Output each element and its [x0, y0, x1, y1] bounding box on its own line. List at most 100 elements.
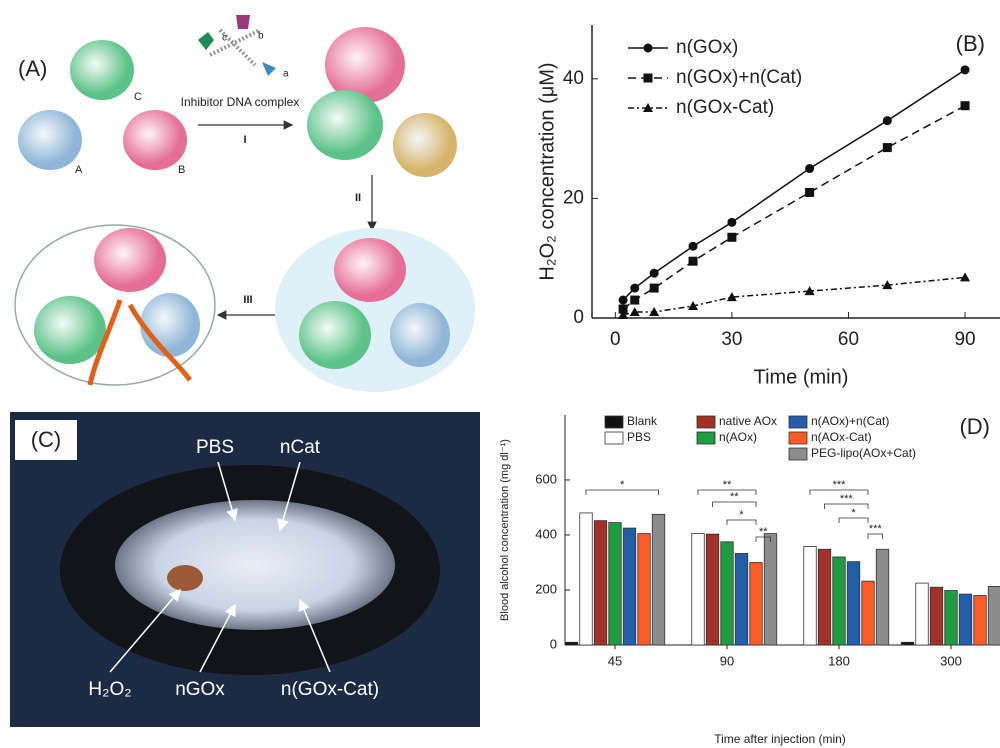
bar [692, 534, 705, 645]
bar [750, 562, 763, 645]
marker [961, 101, 970, 110]
bar [735, 553, 748, 645]
bar [804, 547, 817, 645]
legend-label: n(AOx)+n(Cat) [811, 414, 889, 428]
panel-c: (C) PBS nCat H₂O₂ nGOx n(GOx-Cat) [10, 412, 480, 727]
strand-label: c [222, 33, 227, 44]
bar [580, 513, 593, 645]
legend-label: n(GOx) [676, 37, 738, 58]
protein-label: A [75, 164, 83, 176]
bar [916, 583, 929, 645]
x-axis-label: Time after injection (min) [714, 732, 846, 746]
panel-a: (A) C A B c b a Inhibitor DNA complex I … [15, 15, 475, 392]
panel-label: (C) [31, 427, 62, 452]
legend-label: Blank [627, 414, 658, 428]
bar [623, 528, 636, 645]
site-label: H₂O₂ [88, 679, 131, 700]
bar [609, 523, 622, 645]
significance-label: * [620, 479, 625, 491]
y-tick-label: 200 [535, 581, 557, 596]
panel-label: (D) [959, 414, 990, 439]
marker [883, 143, 892, 152]
legend-label: n(AOx) [719, 430, 757, 444]
x-tick-label: 0 [610, 329, 621, 350]
lesion [167, 565, 203, 591]
marker [689, 257, 698, 266]
marker [727, 233, 736, 242]
legend-label: n(AOx-Cat) [811, 430, 872, 444]
marker [805, 164, 814, 173]
bar [901, 642, 914, 645]
panel-label: (B) [956, 31, 985, 56]
significance-label: *** [869, 523, 883, 535]
y-axis-label: H₂O₂ concentration (μM) [536, 62, 558, 280]
protein [299, 301, 371, 369]
legend-label: n(GOx)+n(Cat) [676, 67, 802, 88]
marker [630, 284, 639, 293]
bar [988, 586, 1000, 645]
x-tick-label: 90 [720, 653, 734, 668]
significance-label: ** [759, 526, 768, 538]
protein [123, 110, 187, 170]
series-line [623, 70, 965, 300]
protein-label: B [178, 164, 185, 176]
bar [847, 562, 860, 645]
marker [644, 74, 653, 83]
dna-complex [210, 30, 260, 65]
legend-swatch [789, 432, 807, 444]
marker [805, 188, 814, 197]
site-label: n(GOx-Cat) [281, 679, 379, 700]
bar [652, 514, 665, 645]
marker [960, 272, 970, 281]
step-label: Inhibitor DNA complex [181, 95, 300, 109]
marker [883, 116, 892, 125]
figure: (A) C A B c b a Inhibitor DNA complex I … [0, 0, 1000, 748]
strand-label: b [258, 31, 264, 42]
marker [961, 65, 970, 74]
marker [689, 242, 698, 251]
x-tick-label: 30 [721, 329, 742, 350]
x-tick-label: 180 [828, 653, 850, 668]
y-tick-label: 600 [535, 471, 557, 486]
significance-label: ** [723, 479, 732, 491]
protein [307, 90, 383, 160]
panel-label: (A) [18, 56, 47, 81]
bar [833, 557, 846, 645]
y-tick-label: 20 [563, 187, 584, 208]
step-label: I [243, 134, 246, 146]
y-tick-label: 0 [573, 307, 584, 328]
bar [764, 534, 777, 645]
protein [94, 228, 166, 292]
protein [70, 40, 134, 100]
bar [930, 587, 943, 645]
legend-label: PBS [627, 430, 651, 444]
marker [644, 44, 653, 53]
bar [945, 591, 958, 645]
significance-label: *** [833, 479, 847, 491]
bar [594, 521, 607, 645]
marker [649, 307, 659, 316]
bar [876, 549, 889, 645]
legend-swatch [697, 432, 715, 444]
marker [619, 296, 628, 305]
step-label: III [243, 294, 252, 306]
site-label: nCat [280, 437, 321, 458]
marker [650, 284, 659, 293]
protein [34, 296, 106, 364]
skin [115, 500, 395, 630]
marker [727, 218, 736, 227]
bar [959, 594, 972, 645]
x-tick-label: 300 [940, 653, 962, 668]
bar [862, 581, 875, 645]
legend-swatch [697, 416, 715, 428]
protein [390, 303, 450, 367]
x-tick-label: 90 [954, 329, 975, 350]
legend-swatch [789, 448, 807, 460]
y-tick-label: 40 [563, 68, 584, 89]
significance-label: *** [840, 493, 854, 505]
legend-swatch [605, 416, 623, 428]
legend-swatch [789, 416, 807, 428]
site-label: PBS [196, 437, 234, 458]
protein [334, 238, 406, 302]
series-line [623, 277, 965, 315]
